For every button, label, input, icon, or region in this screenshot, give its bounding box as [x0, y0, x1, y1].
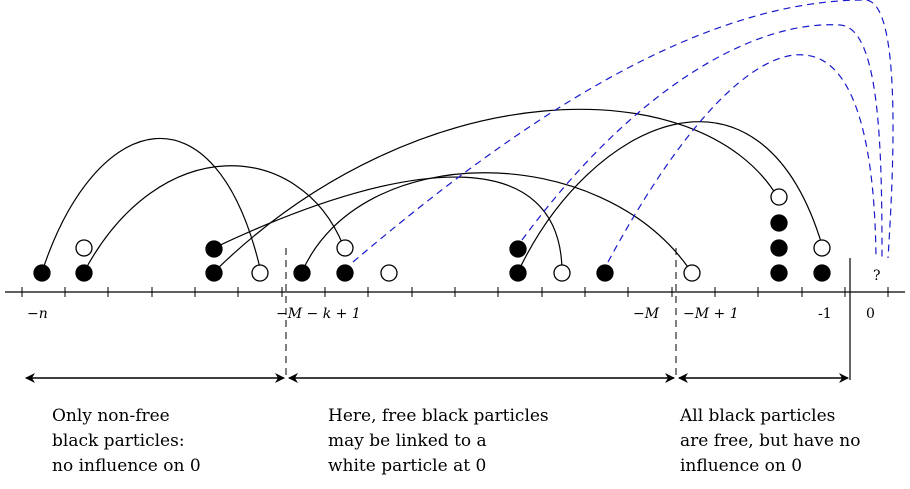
caption-line: All black particles — [680, 406, 836, 426]
caption-line: may be linked to a — [328, 431, 487, 451]
dashed-link-arc — [352, 0, 894, 263]
black-particle — [813, 264, 831, 282]
link-arc — [213, 108, 778, 273]
black-particle — [509, 264, 527, 282]
black-particle — [509, 240, 527, 258]
black-particle — [33, 264, 51, 282]
black-particle — [596, 264, 614, 282]
white-particle — [251, 264, 269, 282]
black-particle — [205, 264, 223, 282]
black-particle — [205, 240, 223, 258]
label-neg-1: -1 — [818, 306, 832, 322]
label-zero: 0 — [866, 306, 875, 322]
white-particle — [553, 264, 571, 282]
solid-links — [41, 108, 823, 273]
caption-line: no influence on 0 — [52, 456, 201, 476]
black-particle — [293, 264, 311, 282]
white-particle — [813, 239, 831, 257]
white-particle — [380, 264, 398, 282]
link-arc — [517, 121, 823, 273]
axis-ticks — [21, 287, 889, 297]
label-neg-M-minus-k-plus-1: −M − k + 1 — [276, 306, 361, 322]
region-caption-middle: Here, free black particles may be linked… — [328, 404, 549, 479]
link-arc — [213, 176, 563, 271]
white-particle — [75, 239, 93, 257]
link-arc — [41, 137, 261, 273]
dashed-link-arc — [607, 54, 877, 263]
white-particle — [336, 239, 354, 257]
dashed-link-arc — [521, 24, 883, 259]
particles — [33, 188, 831, 282]
link-arc — [83, 165, 344, 273]
white-particle — [683, 264, 701, 282]
white-particle — [770, 188, 788, 206]
caption-line: black particles: — [52, 431, 185, 451]
caption-line: are free, but have no — [680, 431, 861, 451]
black-particle — [336, 264, 354, 282]
region-caption-left: Only non-free black particles: no influe… — [52, 404, 201, 479]
label-neg-n: −n — [27, 306, 48, 322]
label-neg-M: −M — [633, 306, 660, 322]
label-neg-M-plus-1: −M + 1 — [683, 306, 739, 322]
caption-line: influence on 0 — [680, 456, 803, 476]
caption-line: white particle at 0 — [328, 456, 487, 476]
link-arc — [301, 172, 691, 273]
region-caption-right: All black particles are free, but have n… — [680, 404, 860, 479]
dashed-links — [352, 0, 894, 263]
black-particle — [770, 239, 788, 257]
black-particle — [75, 264, 93, 282]
black-particle — [770, 264, 788, 282]
unknown-at-zero: ? — [873, 268, 881, 284]
black-particle — [770, 214, 788, 232]
caption-line: Here, free black particles — [328, 406, 549, 426]
caption-line: Only non-free — [52, 406, 170, 426]
